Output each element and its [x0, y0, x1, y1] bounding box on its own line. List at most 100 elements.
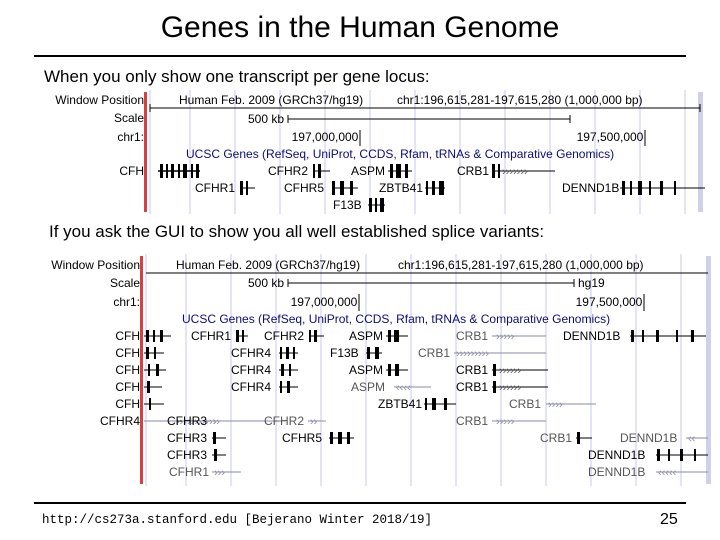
gene-cfhr1-b[interactable]: ›››	[212, 467, 241, 479]
gene-dennd1b[interactable]	[620, 181, 705, 195]
gene-label-dennd1b-c: DENND1B	[588, 448, 645, 462]
gene-crb1-c[interactable]: ››››››	[492, 364, 548, 377]
gene-label-crb1-g: CRB1	[540, 431, 572, 445]
gene-label-cfhr4-b: CFHR4	[231, 363, 271, 377]
gene-cfhr5-full[interactable]	[329, 432, 354, 444]
gene-f13b[interactable]	[368, 198, 385, 212]
gene-label-cfhr4-c: CFHR4	[231, 380, 271, 394]
gene-cfhr4-a[interactable]	[279, 347, 298, 359]
svg-text:››››››: ››››››	[499, 365, 521, 377]
chr-label-full: chr1:	[113, 295, 140, 309]
scale-label-full: Scale	[110, 276, 140, 290]
gene-label-cfhr5: CFHR5	[284, 181, 324, 195]
gene-label-crb1-f: CRB1	[456, 414, 488, 428]
gene-label-cfhr2-b: CFHR2	[264, 414, 304, 428]
svg-text:››››: ››››	[548, 399, 563, 411]
gene-label-cfhr2-a: CFHR2	[264, 329, 304, 343]
gene-cfh[interactable]	[158, 164, 200, 178]
gene-label-dennd1b-d: DENND1B	[588, 465, 645, 479]
gene-label-zbtb41: ZBTB41	[378, 397, 422, 411]
svg-text:››››››: ››››››	[499, 382, 521, 394]
gene-label-aspm: ASPM	[351, 164, 385, 178]
left-label-cfh-4: CFH	[115, 380, 140, 394]
gene-label-f13b: F13B	[333, 198, 362, 212]
gene-label-cfhr4-a: CFHR4	[231, 346, 271, 360]
footer-url: http://cs273a.stanford.edu [Bejerano Win…	[42, 513, 433, 527]
gene-aspm-b[interactable]	[386, 364, 408, 376]
gene-label-zbtb41: ZBTB41	[379, 181, 423, 195]
gene-label-cfhr1-a: CFHR1	[191, 329, 231, 343]
assembly-name: Human Feb. 2009 (GRCh37/hg19)	[179, 93, 363, 107]
gene-label-dennd1b-b: DENND1B	[620, 431, 677, 445]
window-position-label: Window Position	[55, 93, 144, 107]
left-label-cfh-2: CFH	[115, 346, 140, 360]
gene-dennd1b-a[interactable]	[630, 330, 706, 342]
gene-dennd1b-c[interactable]	[656, 449, 708, 461]
gene-cfhr2[interactable]	[313, 164, 330, 178]
gene-cfhr5[interactable]	[332, 181, 358, 195]
track-title[interactable]: UCSC Genes (RefSeq, UniProt, CCDS, Rfam,…	[186, 147, 614, 161]
left-label-cfh-3: CFH	[115, 363, 140, 377]
gene-crb1[interactable]: ›››››››	[492, 164, 555, 178]
svg-text:›››››››››: ›››››››››	[456, 348, 489, 360]
track-title-full[interactable]: UCSC Genes (RefSeq, UniProt, CCDS, Rfam,…	[182, 312, 610, 326]
gene-cfhr3-b[interactable]	[212, 432, 226, 444]
gene-cfhr1[interactable]	[240, 181, 255, 195]
right-side-bar	[698, 92, 703, 212]
gene-label-aspm-c: ASPM	[351, 380, 385, 394]
gene-aspm-a[interactable]	[386, 330, 408, 342]
gene-zbtb41-full[interactable]	[424, 398, 456, 410]
left-label-cfhr4: CFHR4	[100, 414, 140, 428]
gene-zbtb41[interactable]	[425, 181, 445, 195]
left-side-bar-full	[140, 256, 143, 484]
left-side-bar	[144, 92, 147, 212]
gene-cfhr3-a[interactable]: ›	[212, 416, 226, 428]
gene-crb1-f[interactable]: ›››››	[492, 416, 546, 428]
caption-top: When you only show one transcript per ge…	[44, 67, 430, 86]
position-readout: chr1:196,615,281-197,615,280 (1,000,000 …	[397, 93, 643, 107]
gene-cfhr3-c[interactable]	[212, 449, 226, 461]
gene-cfhr4-b[interactable]	[279, 364, 298, 376]
browser-panel-full[interactable]: Window Position Scale chr1: Human Feb. 2…	[36, 254, 714, 486]
svg-text:‹‹‹‹: ‹‹‹‹	[396, 382, 411, 394]
gene-label-aspm-b: ASPM	[349, 363, 383, 377]
gene-cfhr4-c[interactable]	[279, 381, 298, 393]
gene-dennd1b-d[interactable]: ‹‹‹‹‹	[656, 467, 708, 479]
gene-label-crb1-d: CRB1	[456, 380, 488, 394]
svg-text:››››››››››››: ››››››››››››	[176, 416, 220, 428]
grid-lines	[149, 90, 686, 214]
slide-title: Genes in the Human Genome	[160, 11, 560, 44]
right-side-bar-full	[706, 256, 711, 484]
tick-label-1-full: 197,000,000	[291, 295, 358, 309]
gene-cfhr2-b[interactable]: ››	[308, 416, 326, 428]
scale-bar-label-full: 500 kb	[248, 276, 284, 290]
tick-label-1: 197,000,000	[292, 130, 359, 144]
gene-crb1-g[interactable]	[576, 432, 592, 444]
svg-text:›››››: ›››››	[496, 331, 515, 343]
gene-crb1-a[interactable]: ›››››	[492, 331, 546, 343]
svg-text:›: ›	[213, 416, 217, 428]
gene-dennd1b-b[interactable]: ‹‹	[686, 433, 708, 445]
gene-cfhr2-a[interactable]	[309, 330, 324, 342]
chr-label: chr1:	[117, 130, 144, 144]
gene-f13b-a[interactable]	[366, 347, 382, 359]
svg-text:›››››: ›››››	[496, 416, 515, 428]
gene-label-crb1: CRB1	[457, 164, 489, 178]
gene-label-f13b-a: F13B	[330, 346, 359, 360]
gene-aspm[interactable]	[388, 164, 412, 178]
page-number: 25	[660, 511, 678, 528]
gene-aspm-c[interactable]: ‹‹‹‹	[394, 382, 431, 394]
browser-panel-collapsed[interactable]: Window Position Scale chr1: Human Feb. 2…	[40, 90, 705, 214]
gene-crb1-e[interactable]: ››››	[546, 399, 596, 411]
svg-text:›››››››: ›››››››	[502, 166, 528, 178]
window-position-label-full: Window Position	[51, 258, 140, 272]
svg-text:›››: ›››	[214, 467, 225, 479]
gene-label-cfhr1: CFHR1	[195, 181, 235, 195]
gene-crb1-d[interactable]: ››››››	[492, 381, 548, 394]
gene-crb1-b[interactable]: ›››››››››	[454, 348, 546, 360]
gene-cfhr1-a[interactable]	[236, 330, 248, 342]
caption-bottom: If you ask the GUI to show you all well …	[49, 222, 545, 241]
position-readout-full: chr1:196,615,281-197,615,280 (1,000,000 …	[398, 258, 644, 272]
gene-label-crb1-a: CRB1	[456, 329, 488, 343]
gene-label-cfhr1-b: CFHR1	[169, 465, 209, 479]
